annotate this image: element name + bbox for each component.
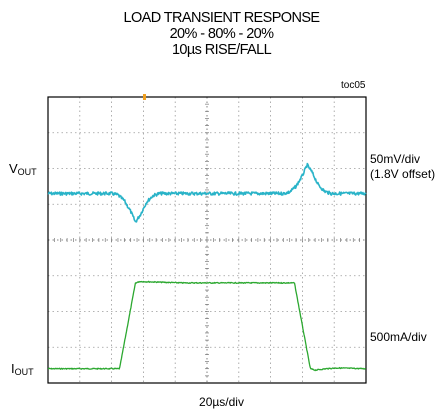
- vout-offset-label: (1.8V offset): [370, 167, 436, 181]
- iout-trace: [47, 280, 367, 372]
- vout-trace: [47, 162, 367, 223]
- iout-label-sub: OUT: [14, 367, 34, 377]
- vout-scale-label: 50mV/div: [370, 152, 421, 166]
- scope-grid: [47, 96, 367, 384]
- chart-title-line-2: 20% - 80% - 20%: [169, 26, 274, 42]
- iout-label-main: I: [11, 361, 15, 376]
- vout-label-sub: OUT: [17, 167, 37, 177]
- iout-scale-label: 500mA/div: [370, 330, 427, 344]
- chart-title-line-1: LOAD TRANSIENT RESPONSE: [123, 10, 321, 26]
- scope-traces: [47, 162, 367, 372]
- vout-channel-label: VOUT: [9, 161, 37, 177]
- plot-frame: [47, 96, 367, 384]
- chart-title-line-3: 10µs RISE/FALL: [171, 42, 272, 58]
- x-axis-label: 20µs/div: [199, 395, 244, 409]
- vout-label-main: V: [9, 161, 18, 176]
- trigger-marker: [143, 94, 146, 100]
- figure-tag: toc05: [341, 80, 366, 91]
- iout-channel-label: IOUT: [11, 361, 34, 377]
